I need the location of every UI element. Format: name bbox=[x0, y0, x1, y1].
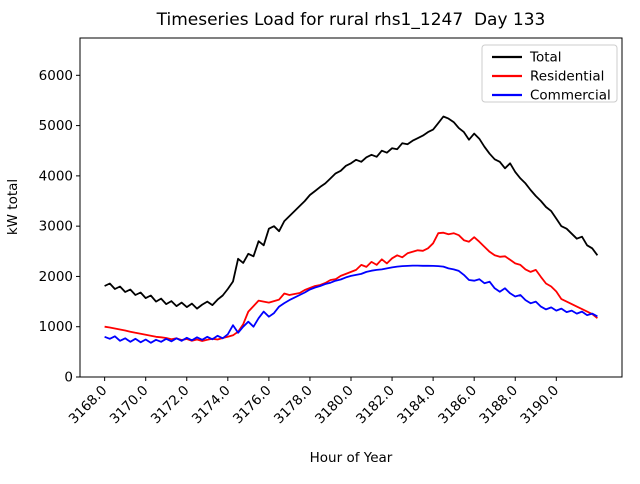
x-tick-label: 3168.0 bbox=[66, 383, 111, 428]
x-tick-label: 3190.0 bbox=[517, 383, 562, 428]
x-tick-label: 3184.0 bbox=[394, 383, 439, 428]
legend-label-residential: Residential bbox=[530, 69, 604, 85]
x-tick-label: 3174.0 bbox=[189, 383, 234, 428]
chart-title: Timeseries Load for rural rhs1_1247 Day … bbox=[156, 10, 546, 30]
y-axis-label: kW total bbox=[5, 179, 21, 235]
series-line-total bbox=[104, 115, 599, 310]
y-tick-label: 1000 bbox=[39, 319, 73, 335]
x-tick-label: 3176.0 bbox=[230, 383, 275, 428]
y-tick-label: 6000 bbox=[39, 68, 73, 84]
plot-border bbox=[79, 37, 623, 378]
legend-label-commercial: Commercial bbox=[530, 88, 611, 104]
x-tick-label: 3186.0 bbox=[435, 383, 480, 428]
x-axis-ticks: 3168.03170.03172.03174.03176.03178.03180… bbox=[66, 377, 562, 427]
y-tick-label: 4000 bbox=[39, 168, 73, 184]
x-tick-label: 3182.0 bbox=[353, 383, 398, 428]
legend-box bbox=[481, 44, 618, 103]
legend-label-total: Total bbox=[529, 50, 562, 66]
x-tick-label: 3172.0 bbox=[148, 383, 193, 428]
y-tick-label: 0 bbox=[64, 370, 73, 386]
series-line-commercial bbox=[104, 264, 598, 344]
y-tick-label: 2000 bbox=[39, 269, 73, 285]
x-tick-label: 3178.0 bbox=[271, 383, 316, 428]
y-tick-label: 5000 bbox=[39, 118, 73, 134]
x-axis-label: Hour of Year bbox=[310, 450, 393, 466]
x-tick-label: 3170.0 bbox=[107, 383, 152, 428]
y-axis-ticks: 0 1000 2000 3000 4000 5000 6000 bbox=[39, 68, 80, 386]
series-line-residential bbox=[104, 231, 598, 342]
legend: Total Residential Commercial bbox=[481, 44, 618, 104]
data-lines bbox=[104, 115, 599, 344]
y-tick-label: 3000 bbox=[39, 219, 73, 235]
x-tick-label: 3188.0 bbox=[476, 383, 521, 428]
x-tick-label: 3180.0 bbox=[312, 383, 357, 428]
